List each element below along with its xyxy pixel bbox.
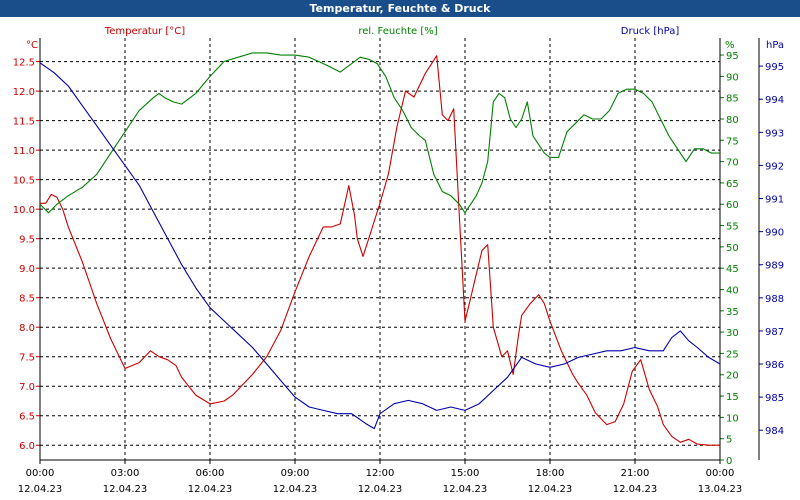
temp-tick-label: 10.0 (13, 205, 35, 216)
press-tick-label: 994 (765, 95, 784, 106)
x-tick-label-time: 00:00 (706, 468, 735, 479)
press-tick-label: 985 (765, 393, 784, 404)
press-tick-label: 990 (765, 228, 784, 239)
x-tick-label-date: 12.04.23 (528, 484, 573, 495)
temp-tick-label: 11.0 (13, 146, 35, 157)
x-tick-label-date: 12.04.23 (273, 484, 318, 495)
x-tick-label-date: 12.04.23 (188, 484, 233, 495)
press-tick-label: 992 (765, 161, 784, 172)
x-tick-label-date: 12.04.23 (358, 484, 403, 495)
x-tick-label-time: 18:00 (536, 468, 565, 479)
x-tick-label-time: 09:00 (281, 468, 310, 479)
temp-tick-label: 12.0 (13, 87, 35, 98)
x-tick-label-date: 12.04.23 (103, 484, 148, 495)
press-tick-label: 984 (765, 426, 784, 437)
temp-tick-label: 7.0 (19, 382, 35, 393)
series (39, 52, 721, 446)
temp-tick-label: 8.5 (19, 294, 35, 305)
press-tick-label: 991 (765, 195, 784, 206)
hum-unit-label: % (725, 40, 735, 51)
hum-tick-label: 60 (726, 200, 739, 211)
temp-line (40, 55, 720, 446)
temp-tick-label: 11.5 (13, 117, 35, 128)
hum-tick-label: 30 (726, 328, 739, 339)
chart-title: Temperatur, Feuchte & Druck (0, 0, 800, 17)
x-tick-label-time: 00:00 (26, 468, 55, 479)
hum-tick-label: 35 (726, 307, 739, 318)
hum-tick-label: 55 (726, 222, 739, 233)
hum-tick-label: 10 (726, 413, 739, 424)
press-tick-label: 987 (765, 327, 784, 338)
hum-tick-label: 85 (726, 94, 739, 105)
hum-tick-label: 70 (726, 158, 739, 169)
press-tick-label: 993 (765, 128, 784, 139)
press-unit-label: hPa (766, 40, 784, 51)
hum-tick-label: 45 (726, 264, 739, 275)
hum-tick-label: 80 (726, 115, 739, 126)
pressure-line (39, 62, 721, 430)
humidity-line (39, 52, 720, 214)
x-tick-label-time: 03:00 (111, 468, 140, 479)
hum-tick-label: 75 (726, 136, 739, 147)
temp-tick-label: 7.5 (19, 353, 35, 364)
hum-tick-label: 5 (726, 435, 732, 446)
x-tick-label-date: 13.04.23 (698, 484, 743, 495)
hum-axis-title: rel. Feuchte [%] (358, 26, 437, 37)
hum-tick-label: 65 (726, 179, 739, 190)
temp-axis-title: Temperatur [°C] (104, 26, 185, 37)
press-tick-label: 989 (765, 261, 784, 272)
temp-tick-label: 8.0 (19, 323, 35, 334)
temp-tick-label: 12.5 (13, 58, 35, 69)
hum-tick-label: 90 (726, 72, 739, 83)
press-tick-label: 988 (765, 294, 784, 305)
hum-tick-label: 25 (726, 349, 739, 360)
x-tick-label-time: 15:00 (451, 468, 480, 479)
temp-unit-label: °C (26, 40, 38, 51)
hum-tick-label: 95 (726, 51, 739, 62)
temp-tick-label: 6.5 (19, 412, 35, 423)
press-tick-label: 986 (765, 360, 784, 371)
x-tick-label-time: 21:00 (621, 468, 650, 479)
tick-labels: 00:00 12.04.23 03:00 12.04.23 06:00 12.04.23 0… (13, 26, 784, 495)
x-tick-label-time: 06:00 (196, 468, 225, 479)
hum-tick-label: 40 (726, 285, 739, 296)
hum-tick-label: 15 (726, 392, 739, 403)
x-tick-label-date: 12.04.23 (18, 484, 63, 495)
temp-tick-label: 9.0 (19, 264, 35, 275)
x-tick-label-date: 12.04.23 (613, 484, 658, 495)
x-tick-label-date: 12.04.23 (443, 484, 488, 495)
press-axis-title: Druck [hPa] (621, 26, 680, 37)
hum-tick-label: 0 (726, 456, 732, 467)
temp-tick-label: 9.5 (19, 235, 35, 246)
press-tick-label: 995 (765, 62, 784, 73)
temp-tick-label: 6.0 (19, 441, 35, 452)
x-tick-label-time: 12:00 (366, 468, 395, 479)
grid (40, 38, 720, 460)
hum-tick-label: 20 (726, 371, 739, 382)
axes (36, 38, 763, 464)
hum-tick-label: 50 (726, 243, 739, 254)
temp-tick-label: 10.5 (13, 176, 35, 187)
